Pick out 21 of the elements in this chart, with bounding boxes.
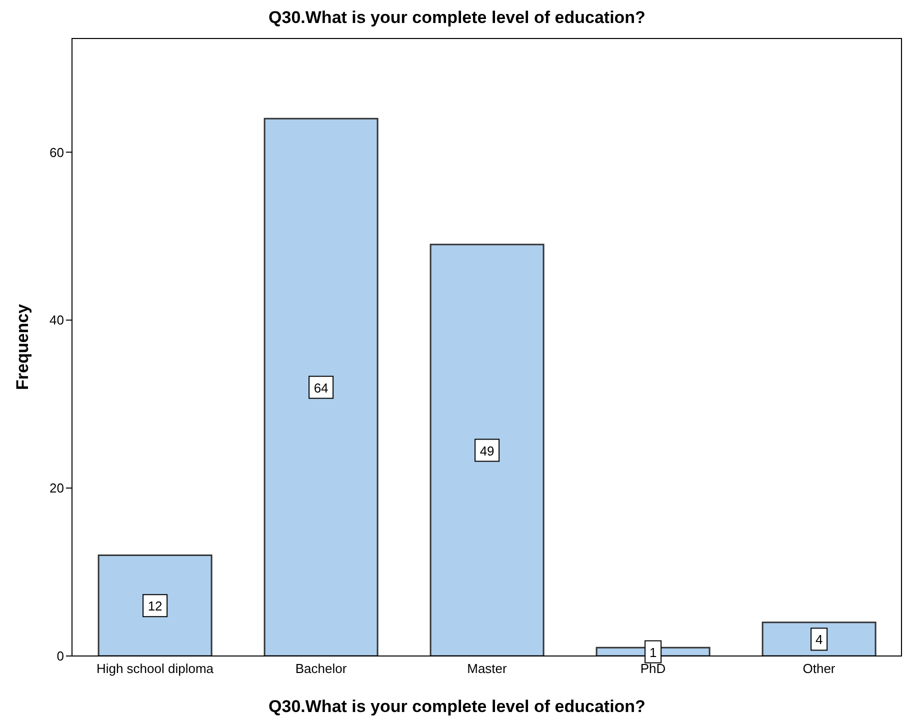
data-label: 1 bbox=[649, 644, 657, 660]
data-label: 12 bbox=[148, 598, 162, 614]
chart-title: Q30.What is your complete level of education? bbox=[268, 8, 646, 28]
y-tick-label: 40 bbox=[50, 312, 64, 328]
x-tick-label: Other bbox=[802, 661, 836, 676]
y-tick-label: 60 bbox=[50, 144, 64, 160]
x-axis-title: Q30.What is your complete level of education? bbox=[268, 697, 646, 717]
data-label: 4 bbox=[815, 632, 823, 648]
y-tick-label: 0 bbox=[56, 648, 64, 664]
x-tick-label: Bachelor bbox=[295, 661, 348, 676]
bar bbox=[762, 622, 876, 656]
y-tick-label: 20 bbox=[50, 480, 64, 496]
bar bbox=[98, 554, 212, 656]
x-tick-label: PhD bbox=[640, 661, 666, 676]
bar bbox=[430, 244, 544, 656]
data-label: 49 bbox=[480, 443, 494, 458]
y-axis-title: Frequency bbox=[13, 303, 32, 390]
x-tick-label: High school diploma bbox=[96, 661, 214, 676]
x-tick-label: Master bbox=[467, 661, 508, 676]
data-label: 64 bbox=[314, 380, 328, 396]
bar bbox=[264, 118, 378, 656]
